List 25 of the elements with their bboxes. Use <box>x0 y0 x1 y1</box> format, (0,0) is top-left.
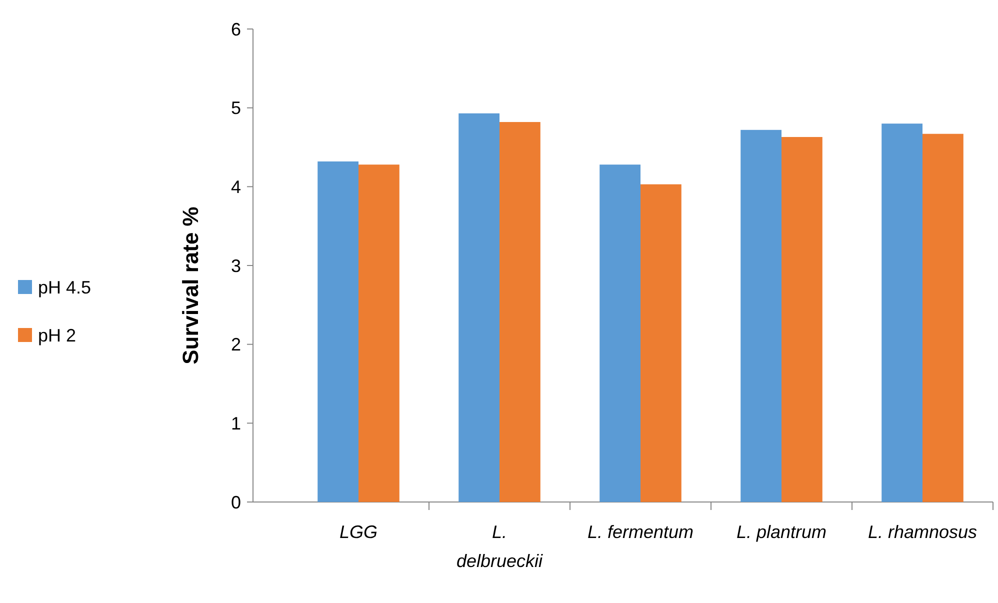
y-tick-label: 3 <box>230 256 241 276</box>
y-tick-label: 6 <box>230 19 241 40</box>
bar <box>600 164 640 502</box>
x-tick-label: L. fermentum <box>587 522 694 542</box>
y-tick-label: 0 <box>230 492 241 512</box>
bar <box>458 113 500 502</box>
bar <box>740 130 782 502</box>
bar <box>500 122 540 502</box>
x-tick-label: L. plantrum <box>736 522 827 542</box>
legend-label: pH 2 <box>38 325 76 346</box>
x-tick-label: L. delbrueckii <box>456 522 544 571</box>
legend-label: pH 4.5 <box>38 277 92 298</box>
bar <box>358 164 400 502</box>
bar <box>882 124 922 502</box>
bar <box>318 161 358 502</box>
y-tick-label: 5 <box>230 98 241 118</box>
x-tick-label: L. rhamnosus <box>868 522 978 542</box>
x-tick-label: LGG <box>339 522 378 542</box>
y-tick-label: 1 <box>230 413 241 434</box>
y-tick-label: 2 <box>230 334 241 355</box>
y-axis-title: Survival rate % <box>178 206 203 364</box>
bar <box>922 134 964 502</box>
bar <box>782 137 822 502</box>
bar <box>640 184 682 502</box>
y-tick-label: 4 <box>230 176 241 197</box>
